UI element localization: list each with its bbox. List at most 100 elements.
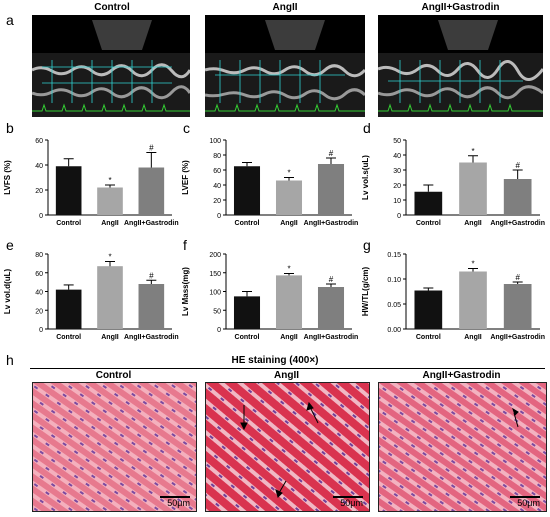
y-tick-label: 40	[35, 163, 43, 170]
bar	[503, 284, 532, 329]
bar	[275, 180, 303, 215]
y-tick-label: 20	[35, 188, 43, 195]
scale-label-angii: 50μm	[340, 498, 363, 508]
significance-mark: *	[108, 176, 111, 185]
echo-mmode-angii-gastrodin	[378, 15, 543, 117]
he-title-angii-gastrodin: AngII+Gastrodin	[422, 370, 501, 381]
x-tick-label: Control	[235, 220, 260, 227]
significance-mark: *	[287, 265, 290, 274]
he-fibers-control	[33, 383, 196, 511]
y-tick-label: 0	[217, 213, 221, 220]
he-fibers-angii	[206, 383, 369, 511]
bar	[138, 167, 165, 215]
scale-label-angii-gastrodin: 50μm	[517, 498, 540, 508]
significance-mark: #	[149, 271, 154, 280]
panel-letter-c: c	[183, 120, 190, 136]
y-tick-label: 40	[393, 153, 401, 160]
y-tick-label: 60	[35, 271, 43, 278]
echo-title-angii: AngII	[272, 2, 298, 13]
y-tick-label: 80	[213, 153, 221, 160]
y-axis-label: Lv vol.s(uL)	[361, 155, 370, 200]
significance-mark: *	[471, 260, 474, 269]
y-tick-label: 30	[393, 168, 401, 175]
significance-mark: *	[287, 169, 290, 178]
x-tick-label: AngII+Gastrodin	[304, 220, 359, 227]
y-tick-label: 20	[213, 198, 221, 205]
y-tick-label: 50	[393, 138, 401, 145]
bar-chart-lv-vol-s: Lv vol.s(uL) 0 10 20 30 40 50 Control * AngII # Ang…	[361, 138, 545, 227]
y-tick-label: 20	[35, 308, 43, 315]
x-tick-label: AngII	[101, 334, 119, 341]
x-tick-label: AngII+Gastrodin	[304, 334, 359, 341]
bar-chart-lv-vol-d: Lv vol.d(uL) 0 20 40 60 80 Control * AngII # AngII…	[3, 252, 179, 341]
x-tick-label: AngII	[280, 334, 298, 341]
scale-bar-angii	[333, 496, 363, 498]
bar	[275, 275, 303, 329]
he-image-control: 50μm	[32, 382, 197, 512]
echo-mmode-angii	[205, 15, 365, 117]
bar	[138, 284, 165, 329]
y-tick-label: 10	[393, 198, 401, 205]
bar	[459, 162, 487, 215]
x-tick-label: AngII	[464, 334, 482, 341]
echo-title-control: Control	[94, 2, 130, 13]
significance-mark: *	[471, 147, 474, 156]
y-tick-label: 0	[217, 327, 221, 334]
y-tick-label: 0	[39, 327, 43, 334]
x-tick-label: AngII+Gastrodin	[124, 334, 179, 341]
y-axis-label: LVFS (%)	[3, 160, 12, 195]
x-tick-label: AngII	[101, 220, 119, 227]
he-title-angii: AngII	[274, 370, 299, 381]
x-tick-label: AngII	[280, 220, 298, 227]
x-tick-label: Control	[416, 220, 441, 227]
bar	[414, 191, 443, 215]
bar	[97, 266, 123, 329]
bar	[414, 290, 443, 329]
significance-mark: *	[108, 253, 111, 262]
he-fibers-angii-gastrodin	[379, 383, 546, 511]
divider-line	[30, 368, 545, 369]
y-tick-label: 40	[213, 183, 221, 190]
x-tick-label: AngII+Gastrodin	[124, 220, 179, 227]
panel-letter-f: f	[183, 237, 187, 253]
y-tick-label: 0	[39, 213, 43, 220]
echo-image-control	[32, 15, 190, 117]
x-tick-label: AngII+Gastrodin	[490, 334, 545, 341]
y-tick-label: 0.05	[387, 302, 401, 309]
bar-chart-lv-mass: Lv Mass(mg) 0 50 100 150 200 Control * AngII # Ang…	[181, 252, 359, 341]
y-tick-label: 40	[35, 290, 43, 297]
echo-mmode-control	[32, 15, 190, 117]
x-tick-label: Control	[416, 334, 441, 341]
panel-letter-g: g	[363, 237, 371, 253]
y-axis-label: Lv vol.d(uL)	[3, 269, 12, 315]
scale-bar-control	[160, 496, 190, 498]
y-tick-label: 50	[213, 308, 221, 315]
significance-mark: #	[149, 144, 154, 153]
y-tick-label: 60	[35, 138, 43, 145]
y-tick-label: 60	[213, 168, 221, 175]
he-title-control: Control	[95, 370, 132, 381]
y-axis-label: HW/TL(g/cm)	[361, 267, 370, 317]
bar	[459, 271, 487, 329]
y-tick-label: 0	[397, 213, 401, 220]
scale-bar-angii-gastrodin	[510, 496, 540, 498]
bar	[55, 166, 82, 215]
echo-image-angii	[205, 15, 365, 117]
bar	[317, 287, 345, 329]
bar-chart-hw-tl: HW/TL(g/cm) 0.00 0.05 0.10 0.15 Control * AngII…	[361, 252, 545, 341]
significance-mark: #	[329, 275, 334, 284]
y-tick-label: 0.00	[387, 327, 401, 334]
echo-title-angii-gastrodin: AngII+Gastrodin	[421, 2, 500, 13]
y-tick-label: 200	[209, 252, 221, 259]
significance-mark: #	[329, 149, 334, 158]
x-tick-label: Control	[56, 220, 81, 227]
bar	[503, 179, 532, 215]
panel-letter-b: b	[6, 120, 14, 136]
panel-letter-a: a	[6, 12, 14, 28]
bar-chart-lvfs: LVFS (%) 0 20 40 60 Control * AngII # AngII+Gastr…	[3, 138, 179, 227]
x-tick-label: Control	[56, 334, 81, 341]
bar	[317, 164, 345, 215]
y-axis-label: Lv Mass(mg)	[181, 267, 190, 316]
echo-image-angii-gastrodin	[378, 15, 543, 117]
y-tick-label: 0.15	[387, 252, 401, 259]
